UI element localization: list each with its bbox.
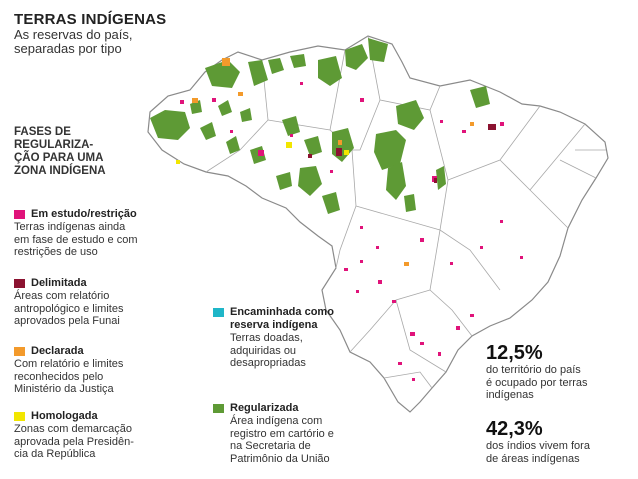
phases-title-line: ÇÃO PARA UMA <box>14 152 104 164</box>
stat-indigenous: 42,3% dos índios vivem fora de áreas indí… <box>486 418 636 465</box>
stat-value: 12,5% <box>486 342 543 364</box>
legend-homologada: Homologada Zonas com demarcação aprovada … <box>14 410 204 461</box>
delimitada-swatch <box>14 279 25 288</box>
stat-value: 42,3% <box>486 418 543 440</box>
legend-label: Homologada <box>31 410 98 422</box>
phases-title: FASES DE REGULARIZA- ÇÃO PARA UMA ZONA I… <box>14 126 144 178</box>
legend-label: Regularizada <box>230 402 299 414</box>
legend-label: Delimitada <box>31 277 87 289</box>
phases-title-line: REGULARIZA- <box>14 139 94 151</box>
subtitle-line: separadas por tipo <box>14 41 122 56</box>
legend-estudo: Em estudo/restrição Terras indígenas ain… <box>14 208 204 259</box>
encaminhada-swatch <box>213 308 224 317</box>
declarada-areas <box>192 58 474 266</box>
legend-regularizada: Regularizada Área indígena com registro e… <box>213 402 403 465</box>
legend-desc: Com relatório e limites reconhecidos pelo… <box>14 358 124 395</box>
page-title: TERRAS INDÍGENAS <box>14 11 167 28</box>
stat-text: do território do país é ocupado por terra… <box>486 364 588 401</box>
legend-desc: Terras indígenas ainda em fase de estudo … <box>14 221 138 258</box>
legend-label: Declarada <box>31 345 84 357</box>
declarada-swatch <box>14 347 25 356</box>
estudo-swatch <box>14 210 25 219</box>
homologada-swatch <box>14 412 25 421</box>
legend-declarada: Declarada Com relatório e limites reconhe… <box>14 345 204 396</box>
legend-desc: Zonas com demarcação aprovada pela Presid… <box>14 423 134 460</box>
legend-desc: Áreas com relatório antropológico e limit… <box>14 290 124 327</box>
legend-label: Em estudo/restrição <box>31 208 137 220</box>
subtitle-line: As reservas do país, <box>14 27 133 42</box>
state-borders <box>205 35 606 389</box>
legend-desc: Terras doadas, adquiridas ou desapropriada… <box>230 332 306 369</box>
legend-encaminhada: Encaminhada como reserva indígena Terras … <box>213 306 403 370</box>
legend-label: Encaminhada como reserva indígena <box>230 306 334 331</box>
delimitada-areas <box>308 124 496 183</box>
homologada-areas <box>176 142 349 164</box>
page-subtitle: As reservas do país, separadas por tipo <box>14 28 164 56</box>
stat-territory: 12,5% do território do país é ocupado por… <box>486 342 636 402</box>
stat-text: dos índios vivem fora de áreas indígenas <box>486 440 590 465</box>
phases-title-line: ZONA INDÍGENA <box>14 165 106 177</box>
phases-title-line: FASES DE <box>14 126 71 138</box>
legend-delimitada: Delimitada Áreas com relatório antropológ… <box>14 277 204 328</box>
regularizada-swatch <box>213 404 224 413</box>
